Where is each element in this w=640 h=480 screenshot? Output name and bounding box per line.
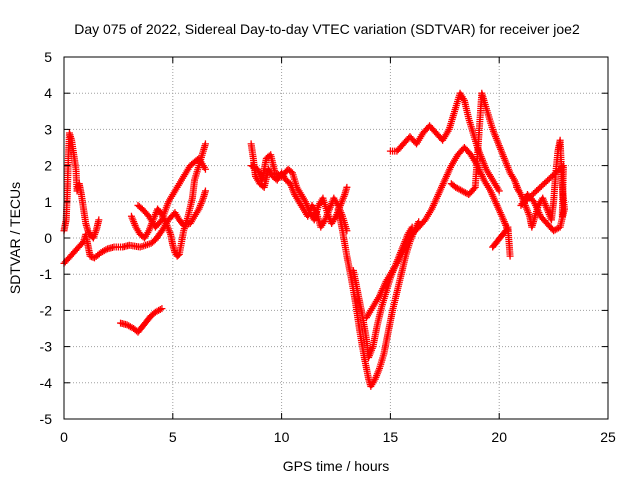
x-tick-label: 20 bbox=[491, 429, 507, 445]
data-point bbox=[156, 305, 164, 313]
y-tick-label: -2 bbox=[40, 302, 53, 318]
series-trace-mid-climb bbox=[127, 140, 209, 260]
y-tick-label: 0 bbox=[44, 230, 52, 246]
y-tick-label: -5 bbox=[40, 411, 53, 427]
series-trace-trough-down bbox=[334, 205, 423, 390]
chart-title: Day 075 of 2022, Sidereal Day-to-day VTE… bbox=[74, 21, 580, 37]
y-tick-label: -3 bbox=[40, 339, 53, 355]
data-point bbox=[95, 216, 103, 224]
series-trace-evening-low bbox=[489, 223, 514, 260]
series-trace-early-high bbox=[60, 129, 103, 242]
data-points bbox=[60, 89, 568, 390]
y-tick-label: 5 bbox=[44, 49, 52, 65]
y-tick-label: -1 bbox=[40, 266, 53, 282]
x-tick-label: 15 bbox=[383, 429, 399, 445]
data-point bbox=[343, 183, 351, 191]
data-point bbox=[174, 251, 182, 259]
x-tick-label: 0 bbox=[60, 429, 68, 445]
data-point bbox=[102, 246, 110, 254]
x-tick-label: 10 bbox=[274, 429, 290, 445]
y-tick-label: 1 bbox=[44, 194, 52, 210]
y-tick-label: 4 bbox=[44, 85, 52, 101]
y-tick-label: -4 bbox=[40, 375, 53, 391]
series-trace-midday-b bbox=[247, 151, 351, 228]
data-point bbox=[506, 252, 514, 260]
data-point bbox=[408, 223, 416, 231]
series-trace-high-loop bbox=[134, 154, 209, 231]
axis-ticks: 0 5 10 15 20 25 -5 -4 -3 -2 -1 0 1 2 3 4 5 bbox=[40, 49, 616, 445]
series-trace-evening-peak bbox=[447, 89, 523, 199]
series-trace-evening-rise bbox=[386, 89, 503, 195]
data-point bbox=[495, 187, 503, 195]
data-point bbox=[201, 187, 209, 195]
y-tick-label: 3 bbox=[44, 121, 52, 137]
series-trace-late-cluster bbox=[513, 136, 568, 235]
y-axis-label: SDTVAR / TECUs bbox=[7, 182, 23, 294]
y-tick-label: 2 bbox=[44, 158, 52, 174]
data-point bbox=[201, 140, 209, 148]
x-tick-label: 25 bbox=[600, 429, 616, 445]
data-point bbox=[558, 212, 566, 220]
x-tick-label: 5 bbox=[169, 429, 177, 445]
series-trace-trough-outer bbox=[362, 144, 512, 322]
x-axis-label: GPS time / hours bbox=[283, 458, 390, 474]
data-point bbox=[470, 185, 478, 193]
data-point bbox=[158, 305, 166, 313]
data-point bbox=[201, 165, 209, 173]
series-trace-isolated-low bbox=[117, 305, 166, 336]
